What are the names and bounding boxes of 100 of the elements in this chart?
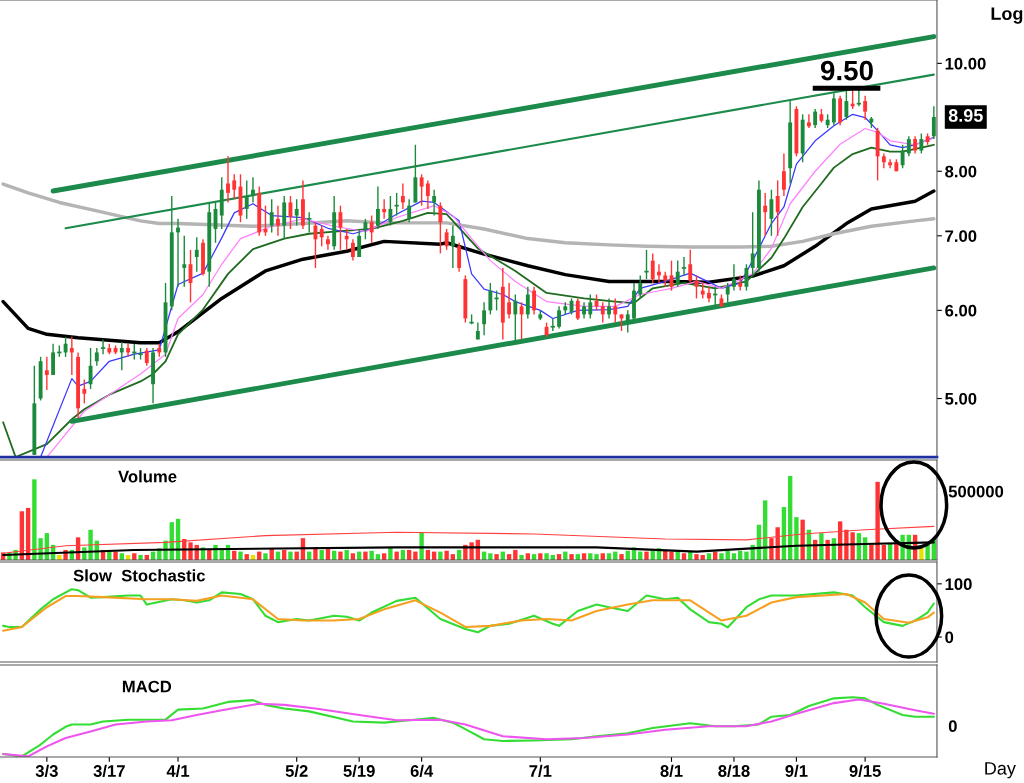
bar xyxy=(263,553,268,560)
y-tick-label: 6.00 xyxy=(945,304,977,317)
candlestick xyxy=(488,282,493,316)
candlestick xyxy=(444,228,449,251)
bar xyxy=(694,554,699,560)
candlestick xyxy=(100,338,107,355)
bar xyxy=(138,554,143,560)
candlestick xyxy=(532,286,536,316)
bar xyxy=(344,549,349,560)
candlestick xyxy=(363,218,368,240)
candlestick xyxy=(306,211,313,234)
candlestick xyxy=(419,173,424,207)
chart-title: MACD xyxy=(122,680,172,693)
candlestick xyxy=(232,173,237,200)
candlestick xyxy=(707,286,711,304)
candlestick xyxy=(326,235,330,251)
line-series xyxy=(1,182,936,249)
candlestick xyxy=(575,297,580,321)
candlestick xyxy=(126,343,130,358)
candlestick xyxy=(251,176,255,204)
bar xyxy=(57,554,62,560)
bar xyxy=(519,554,524,560)
candlestick xyxy=(775,179,780,237)
candlestick xyxy=(675,259,680,288)
candlestick xyxy=(51,343,56,376)
chart-title: Slow Stochastic xyxy=(73,569,206,582)
bar xyxy=(794,517,799,560)
bar xyxy=(569,554,574,560)
candlestick xyxy=(549,317,556,332)
bar xyxy=(394,551,399,560)
bar xyxy=(494,554,499,560)
candlestick xyxy=(119,341,124,372)
candlestick xyxy=(557,305,561,330)
bar xyxy=(238,551,243,560)
x-tick-label: 3/17 xyxy=(93,764,125,778)
x-tick-label: 9/15 xyxy=(849,764,881,778)
candlestick xyxy=(388,195,393,227)
bar xyxy=(288,551,293,560)
x-tick-label: 3/3 xyxy=(35,764,58,778)
candlestick xyxy=(888,158,893,169)
y-axis-title: Log xyxy=(991,7,1023,24)
candlestick xyxy=(69,336,74,376)
bar xyxy=(825,539,830,560)
bar xyxy=(744,551,749,560)
x-tick-label: 6/4 xyxy=(410,764,434,778)
candlestick xyxy=(769,189,774,237)
candlestick xyxy=(350,238,355,262)
y-tick-label: 100 xyxy=(945,578,972,591)
candlestick xyxy=(319,224,324,247)
x-tick-label: 9/1 xyxy=(785,764,808,778)
candlestick xyxy=(369,214,374,244)
x-axis-title: Day xyxy=(985,762,1016,779)
candlestick xyxy=(732,263,736,292)
bar xyxy=(369,550,374,560)
candlestick xyxy=(607,297,611,320)
candlestick xyxy=(382,198,387,220)
bar xyxy=(925,544,930,560)
x-tick-label: 5/2 xyxy=(285,764,308,778)
candlestick xyxy=(519,301,524,341)
candlestick xyxy=(900,144,905,169)
candlestick xyxy=(82,378,87,405)
bar xyxy=(363,551,368,560)
bar xyxy=(669,551,674,560)
bar xyxy=(338,551,343,560)
y-tick-label: 8.00 xyxy=(945,165,977,178)
bar xyxy=(619,554,624,560)
candlestick xyxy=(831,92,836,126)
candlestick xyxy=(88,347,93,390)
candlestick xyxy=(63,336,68,358)
bar xyxy=(113,551,118,560)
bar xyxy=(594,554,599,560)
bar xyxy=(444,550,449,560)
candlestick xyxy=(400,182,405,210)
y-tick-label: 0 xyxy=(945,631,954,644)
candlestick xyxy=(276,204,280,237)
candlestick xyxy=(725,282,730,304)
candlestick xyxy=(407,198,412,223)
candlestick xyxy=(425,179,430,210)
candlestick xyxy=(906,135,911,158)
candlestick xyxy=(438,201,443,255)
bar xyxy=(719,553,724,560)
candlestick xyxy=(182,235,187,288)
x-tick-label: 8/18 xyxy=(718,764,750,778)
candlestick xyxy=(194,236,199,273)
candlestick xyxy=(282,195,287,240)
candlestick xyxy=(613,297,618,324)
candlestick xyxy=(44,356,49,391)
candlestick xyxy=(457,242,462,273)
x-tick-label: 4/1 xyxy=(166,764,190,778)
text: 500000 xyxy=(948,485,1004,498)
candlestick xyxy=(625,309,630,334)
annotation: 9.50 xyxy=(820,60,873,81)
candlestick xyxy=(863,95,868,121)
candlestick xyxy=(750,211,755,277)
text: 8.95 xyxy=(948,109,983,122)
bar xyxy=(488,553,493,560)
candlestick xyxy=(344,228,349,251)
candlestick xyxy=(638,274,643,300)
candlestick xyxy=(781,152,786,197)
candlestick xyxy=(244,179,249,220)
